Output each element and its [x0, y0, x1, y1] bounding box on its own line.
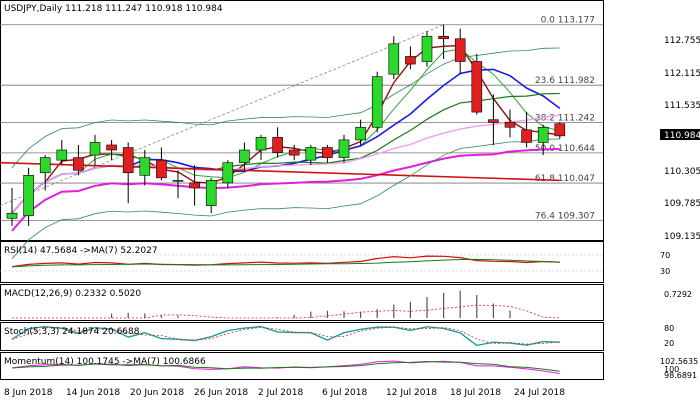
candle-body	[355, 126, 366, 141]
price-axis-tick: 109.135	[664, 232, 700, 242]
candle-body	[272, 137, 283, 153]
stoch-axis-80: 80	[664, 324, 674, 333]
time-axis-tick: 2 Jul 2018	[258, 388, 303, 398]
candle-body	[139, 157, 151, 176]
candle-body	[23, 175, 34, 217]
candle-body	[554, 123, 566, 137]
time-axis-tick: 24 Jul 2018	[514, 388, 565, 398]
candle-body	[488, 119, 499, 123]
candle-body	[106, 144, 117, 151]
rsi-axis-70: 70	[660, 251, 670, 260]
fib-level-label: 23.6 111.982	[535, 76, 595, 86]
candle-body	[438, 35, 449, 40]
candle-body	[421, 35, 433, 62]
candle-body	[89, 142, 101, 156]
macd-axis-top: 0.7292	[664, 290, 692, 299]
ma-long-line	[0, 161, 560, 182]
fib-level-label: 50.0 110.644	[535, 144, 595, 154]
rsi-axis-30: 30	[660, 267, 670, 276]
indicator-layer	[0, 254, 603, 374]
stoch-d-line	[11, 326, 560, 345]
current-price-label: 110.984	[664, 131, 700, 141]
stoch-label: Stoch(5,3,3) 24.1874 20.6688	[4, 327, 140, 337]
candle-body	[454, 38, 466, 62]
current-price-marker	[660, 129, 700, 140]
time-axis-tick: 14 Jun 2018	[66, 388, 120, 398]
price-axis-tick: 111.535	[664, 101, 700, 111]
stoch-axis-20: 20	[664, 339, 674, 348]
candle-body	[322, 147, 333, 158]
rsi-label: RSI(14) 47.5684 ->MA(7) 52.2027	[4, 246, 158, 256]
candle-body	[305, 147, 317, 161]
candle-body	[222, 162, 234, 184]
ma-fast-line	[11, 44, 560, 214]
candle-body	[255, 137, 267, 151]
price-axis: 112.755 112.115 111.535 110.984 110.305 …	[660, 36, 700, 242]
candle-body	[371, 76, 383, 128]
candle-body	[288, 149, 300, 156]
momentum-axis-top: 102.5635	[660, 357, 698, 366]
time-axis-tick: 8 Jun 2018	[4, 388, 53, 398]
price-panel-frame	[0, 0, 604, 241]
time-axis: 8 Jun 2018 14 Jun 2018 20 Jun 2018 26 Ju…	[4, 388, 565, 398]
momentum-label: Momentum(14) 100.1745 ->MA(7) 100.6866	[4, 357, 206, 367]
candle-body	[388, 43, 400, 75]
macd-label: MACD(12,26,9) 0.2332 0.5020	[4, 289, 141, 299]
time-axis-tick: 6 Jul 2018	[322, 388, 367, 398]
fib-level-label: 38.2 111.242	[535, 114, 595, 124]
ma-30-line	[11, 148, 560, 232]
price-layer: 0.0 113.177 23.6 111.982 38.2 111.242 50.0 …	[0, 16, 603, 260]
fib-level-label: 61.8 110.047	[535, 174, 595, 184]
candle-body	[504, 121, 516, 128]
fib-level-label: 76.4 109.307	[535, 211, 595, 221]
ma-21-line	[11, 114, 560, 214]
candle-body	[471, 61, 483, 113]
time-axis-tick: 18 Jul 2018	[450, 388, 501, 398]
candle-body	[73, 157, 84, 171]
time-axis-tick: 12 Jul 2018	[386, 388, 437, 398]
macd-signal-line	[12, 304, 560, 319]
candle-body	[172, 180, 184, 182]
ma-5-line	[11, 48, 560, 214]
candle-body	[338, 139, 350, 158]
candle-body	[405, 56, 416, 65]
candle-body	[156, 159, 167, 179]
candle-body	[122, 147, 134, 174]
price-axis-tick: 110.305	[664, 167, 700, 177]
chart-header: USDJPY,Daily 111.218 111.247 110.918 110…	[4, 4, 223, 14]
candle-body	[189, 182, 200, 189]
candle-body	[537, 126, 549, 143]
bollinger-upper	[11, 47, 560, 168]
rsi-panel-frame	[0, 241, 604, 283]
price-axis-tick: 112.115	[664, 69, 700, 79]
time-axis-tick: 26 Jun 2018	[194, 388, 248, 398]
stoch-k-line	[11, 325, 560, 347]
momentum-axis-bottom: 98.6891	[664, 371, 697, 380]
candle-body	[239, 149, 250, 163]
price-axis-tick: 109.785	[664, 199, 700, 209]
momentum-ma-line	[11, 360, 560, 372]
fib-level-label: 0.0 113.177	[541, 16, 595, 26]
time-axis-tick: 20 Jun 2018	[130, 388, 184, 398]
rsi-ma-line	[11, 258, 560, 268]
candle-body	[6, 212, 18, 219]
candle-body	[56, 149, 68, 161]
candle-body	[521, 129, 532, 143]
stoch-panel-frame	[0, 322, 604, 351]
momentum-panel-frame	[0, 352, 604, 380]
candle-body	[39, 157, 51, 174]
price-axis-tick: 112.755	[664, 36, 700, 46]
macd-panel-frame	[0, 284, 604, 321]
bollinger-lower	[11, 138, 560, 260]
momentum-axis-mid: 100	[664, 365, 679, 374]
candle-body	[205, 180, 217, 206]
